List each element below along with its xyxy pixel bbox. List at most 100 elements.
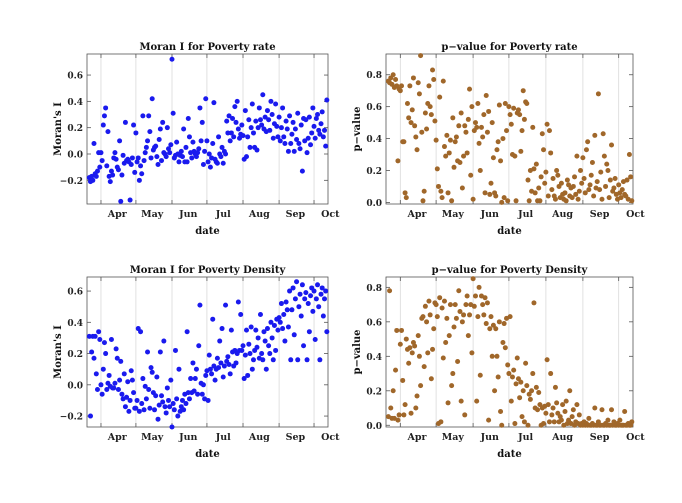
data-point	[105, 129, 111, 135]
data-point	[500, 340, 506, 346]
data-point	[474, 124, 480, 130]
data-point	[452, 302, 458, 308]
data-point	[508, 121, 514, 127]
data-point	[600, 131, 606, 137]
data-point	[456, 288, 462, 294]
data-point	[478, 124, 484, 130]
data-point	[129, 155, 135, 161]
data-point	[271, 322, 277, 328]
data-point	[138, 163, 144, 169]
data-point	[486, 108, 492, 114]
data-point	[145, 349, 151, 355]
data-point	[244, 154, 249, 160]
data-point	[136, 177, 142, 183]
data-point	[188, 376, 194, 382]
data-point	[433, 302, 439, 308]
data-point	[195, 391, 201, 397]
data-point	[282, 338, 288, 344]
data-point	[225, 354, 231, 360]
data-point	[157, 126, 163, 132]
data-point	[529, 388, 535, 394]
data-point	[530, 124, 536, 130]
data-point	[190, 139, 196, 145]
data-point	[199, 391, 205, 397]
data-point	[482, 190, 488, 196]
data-point	[235, 126, 241, 132]
data-point	[449, 383, 455, 389]
data-point	[94, 387, 100, 392]
data-point	[270, 135, 276, 141]
data-point	[240, 343, 246, 349]
data-point	[285, 148, 291, 154]
data-point	[199, 119, 205, 125]
data-point	[129, 377, 135, 383]
data-point	[183, 144, 189, 150]
data-point	[501, 321, 507, 327]
data-point	[197, 105, 203, 111]
data-point	[228, 130, 234, 136]
data-point	[203, 96, 209, 102]
data-point	[459, 319, 465, 325]
data-point	[498, 158, 504, 164]
data-point	[413, 134, 419, 140]
data-point	[476, 284, 482, 290]
data-point	[268, 98, 274, 104]
data-point	[185, 115, 191, 121]
data-point	[599, 196, 605, 202]
data-point	[592, 132, 598, 138]
data-point	[505, 198, 511, 204]
data-point	[263, 366, 269, 372]
data-point	[212, 377, 218, 383]
data-point	[441, 144, 447, 150]
data-point	[193, 154, 199, 160]
data-point	[269, 112, 275, 118]
data-point	[245, 134, 251, 140]
data-point	[567, 388, 573, 394]
data-point	[281, 312, 287, 317]
data-point	[100, 366, 106, 372]
data-point	[450, 371, 456, 377]
data-point	[324, 329, 330, 335]
data-point	[175, 413, 181, 419]
data-point	[422, 110, 428, 116]
data-point	[629, 419, 635, 425]
data-point	[514, 355, 520, 361]
data-point	[128, 368, 134, 374]
data-point	[206, 151, 212, 157]
data-point	[428, 376, 434, 382]
data-point	[202, 148, 208, 154]
data-point	[160, 119, 166, 125]
data-point	[414, 147, 420, 153]
data-point	[152, 407, 158, 413]
data-point	[546, 419, 552, 425]
data-point	[418, 383, 424, 389]
data-point	[156, 402, 162, 408]
data-point	[86, 333, 92, 339]
data-point	[290, 119, 296, 125]
data-point	[250, 130, 256, 136]
data-point	[112, 150, 118, 156]
data-point	[599, 407, 605, 413]
data-point	[517, 112, 523, 118]
data-point	[304, 357, 310, 363]
data-point	[297, 146, 303, 152]
data-point	[154, 374, 160, 380]
data-point	[162, 404, 168, 410]
data-point	[544, 357, 550, 363]
x-tick-label: Apr	[407, 209, 428, 220]
data-point	[97, 164, 103, 170]
data-point	[554, 400, 560, 406]
data-point	[618, 195, 624, 201]
data-point	[128, 162, 134, 168]
data-point	[310, 308, 316, 314]
data-point	[450, 115, 456, 121]
data-point	[124, 394, 130, 400]
data-point	[289, 307, 295, 313]
x-tick-label: Aug	[551, 209, 573, 220]
data-point	[477, 167, 483, 173]
data-point	[277, 319, 283, 325]
data-point	[233, 119, 239, 125]
data-point	[505, 362, 511, 368]
data-point	[438, 188, 444, 194]
